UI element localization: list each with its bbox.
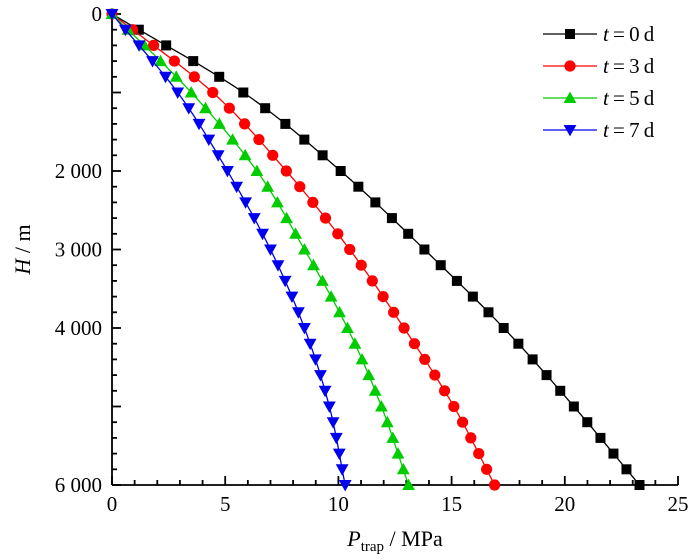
legend-label-t5d: t = 5 d <box>603 86 655 110</box>
x-tick-label: 5 <box>220 492 231 516</box>
series-markers-t7d <box>105 9 352 492</box>
y-axis-label: H / m <box>10 224 35 275</box>
series-t0d <box>107 9 645 490</box>
axes <box>111 13 679 486</box>
tick-labels: 0 5 10 15 20 25 0 2 000 3 000 4 000 6 000 <box>55 2 689 516</box>
series-line-t5d <box>111 13 410 486</box>
y-tick-label: 3 000 <box>55 238 102 262</box>
series-markers-t3d <box>106 8 501 491</box>
x-tick-label: 15 <box>441 492 462 516</box>
series-line-t0d <box>111 13 641 486</box>
x-tick-label: 0 <box>107 492 118 516</box>
legend: t = 0 d t = 3 d t = 5 d t = 7 d <box>543 22 655 142</box>
series-markers-t5d <box>105 7 415 490</box>
legend-label-t3d: t = 3 d <box>603 54 655 78</box>
legend-label-t7d: t = 7 d <box>603 118 655 142</box>
legend-label-t0d: t = 0 d <box>603 22 655 46</box>
legend-item-t3d: t = 3 d <box>543 54 655 78</box>
x-tick-label: 10 <box>328 492 349 516</box>
series-t7d <box>105 9 352 492</box>
series-t3d <box>106 8 501 491</box>
y-tick-label: 2 000 <box>55 159 102 183</box>
legend-item-t0d: t = 0 d <box>543 22 655 46</box>
series-markers-t0d <box>107 9 645 490</box>
y-tick-label: 6 000 <box>55 473 102 497</box>
y-tick-label: 4 000 <box>55 316 102 340</box>
x-tick-label: 25 <box>668 492 689 516</box>
y-tick-label: 0 <box>92 2 103 26</box>
legend-item-t5d: t = 5 d <box>543 86 655 110</box>
series-line-t7d <box>111 13 346 486</box>
x-tick-label: 20 <box>554 492 575 516</box>
x-axis-label: Ptrap / MPa <box>346 526 443 555</box>
series-t5d <box>105 7 415 490</box>
legend-item-t7d: t = 7 d <box>543 118 655 142</box>
